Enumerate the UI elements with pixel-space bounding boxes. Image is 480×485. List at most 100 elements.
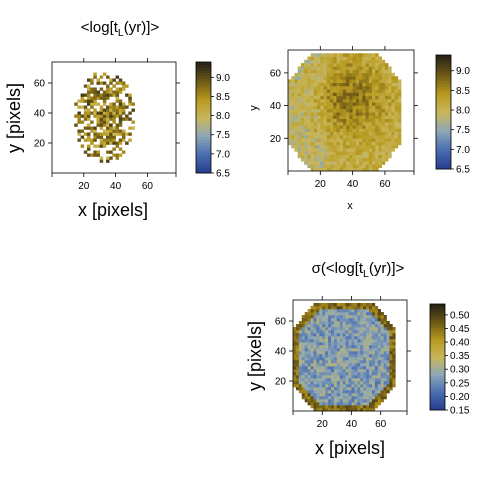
heat-cell [300,148,305,152]
heat-cell [354,318,358,322]
heat-cell [310,348,314,352]
heat-cell [339,161,344,165]
heat-cell [372,151,376,155]
heat-cell [298,363,303,367]
heat-cell [313,321,317,325]
heat-cell [328,345,332,349]
heat-cell [339,72,344,77]
heat-cell [295,381,300,385]
heat-cell [313,408,317,412]
heat-cell [316,321,320,325]
heat-cell [397,138,402,142]
colorbar-segment [436,154,451,158]
heat-cell [384,138,389,142]
heat-cell [381,112,386,116]
colorbar-segment [430,322,445,326]
heat-cell [349,56,353,61]
heat-cell [378,115,382,119]
heat-cell [313,333,317,337]
heat-cell [333,306,338,310]
heat-cell [374,339,379,343]
heat-cell [362,59,366,64]
heat-cell [352,135,357,139]
heat-cell [342,118,347,123]
heat-cell [342,354,346,358]
heat-cell [99,87,104,91]
heat-cell [351,306,355,310]
heat-cell [369,378,373,382]
heat-cell [346,56,350,61]
heat-cell [316,342,320,346]
heat-cell [377,360,381,364]
heat-cell [342,381,346,385]
heat-cell [339,144,344,149]
colorbar-segment [196,86,211,91]
heat-cell [326,112,331,116]
heat-cell [345,393,349,397]
heat-cell [386,390,390,394]
heat-cell [93,150,97,154]
heat-cell [328,312,332,316]
heat-cell [313,144,318,149]
heat-cell [336,115,340,119]
heat-cell [325,336,329,340]
heat-cell [377,309,381,313]
heat-cell [90,153,94,157]
colorbar-segment [436,60,451,64]
heat-cell [313,59,318,64]
heat-cell [328,393,332,397]
heat-cell [330,89,334,93]
heat-cell [328,333,332,337]
heat-cell [96,144,100,148]
heat-cell [313,82,318,87]
heat-cell [112,102,116,106]
heat-cell [366,303,370,307]
heat-cell [336,164,340,169]
heat-cell [291,131,295,136]
heat-cell [336,121,340,126]
heat-cell [319,354,323,358]
heat-cell [372,56,376,61]
heat-cell [86,135,91,139]
heat-cell [310,72,315,77]
heat-cell [317,69,321,74]
heat-cell [359,79,363,83]
heat-cell [348,309,352,313]
heat-cell [348,339,352,343]
heat-cell [388,112,392,116]
heat-cell [304,345,308,349]
plot-frame [287,49,415,172]
heat-cell [345,369,349,373]
heat-cell [384,154,389,159]
heat-cell [310,128,315,133]
heat-cell [378,95,382,100]
heat-cell [115,123,120,127]
heat-cell [328,384,332,388]
heat-cell [354,327,358,331]
heat-cell [360,351,364,355]
heat-cell [326,154,331,159]
heat-cell [319,372,323,376]
heat-cell [323,128,328,133]
heat-cell [328,390,332,394]
heat-cell [304,144,308,149]
heat-cell [355,157,360,162]
heat-cell [307,108,311,113]
heat-cell [310,306,314,310]
heat-cell [86,138,91,142]
heat-cell [328,339,332,343]
heat-cell [336,381,341,385]
heat-cell [295,339,300,343]
heat-cell [384,128,389,133]
heat-cell [369,405,373,409]
heat-cell [357,357,361,361]
heat-cell [328,336,332,340]
heat-cell [342,161,347,165]
heat-cell [310,63,315,67]
heat-cell [360,312,364,316]
heat-cell [342,148,347,152]
heat-cell [297,89,302,93]
heat-cell [323,79,328,83]
heat-cell [336,372,341,376]
heat-cell [90,102,94,106]
